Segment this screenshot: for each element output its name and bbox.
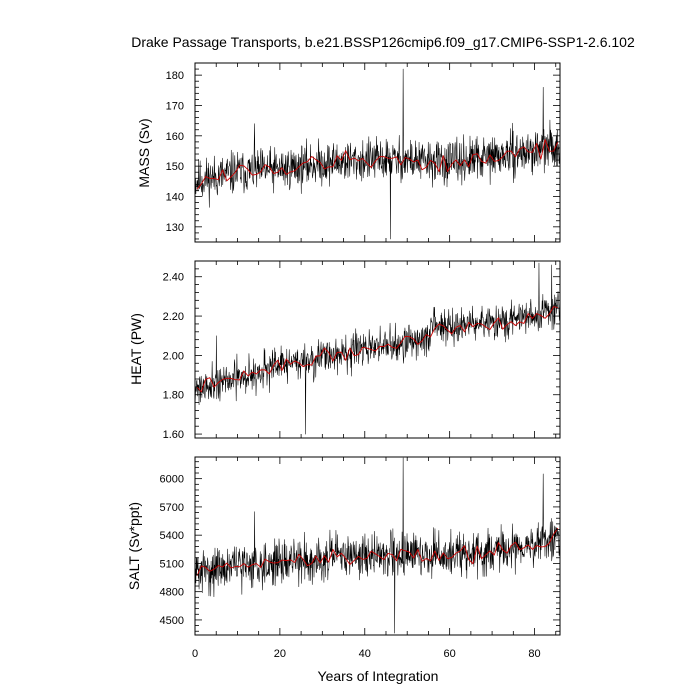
y-tick-label: 1.80 bbox=[163, 390, 184, 402]
mass-smoothed-series bbox=[196, 139, 559, 190]
mass-y-axis-label: MASS (Sv) bbox=[136, 118, 152, 187]
x-tick-label: 80 bbox=[528, 648, 540, 660]
mass-panel: 130 140 150 160 170 180 MASS (Sv) bbox=[136, 62, 561, 243]
smoothed-line bbox=[196, 139, 559, 190]
plot-frame bbox=[194, 260, 561, 439]
x-tick-label: 60 bbox=[444, 648, 456, 660]
smoothed-line bbox=[196, 306, 558, 393]
x-tick-label: 20 bbox=[274, 648, 286, 660]
mass-ticks: 130 140 150 160 170 180 bbox=[166, 62, 560, 242]
monthly-line bbox=[194, 457, 561, 634]
salt-raw-series bbox=[194, 457, 561, 634]
y-tick-label: 2.40 bbox=[163, 272, 184, 284]
salt-frame bbox=[194, 456, 561, 636]
heat-y-axis-label: HEAT (PW) bbox=[128, 313, 144, 385]
y-tick-label: 5100 bbox=[160, 558, 184, 570]
mass-raw-series bbox=[194, 68, 561, 240]
mass-frame bbox=[194, 62, 561, 243]
chart-title: Drake Passage Transports, b.e21.BSSP126c… bbox=[131, 34, 635, 50]
plot-frame bbox=[194, 456, 561, 636]
y-tick-label: 140 bbox=[166, 191, 184, 203]
y-tick-label: 2.00 bbox=[163, 350, 184, 362]
y-tick-label: 6000 bbox=[160, 474, 184, 486]
salt-panel: 4500 4800 5100 5400 5700 6000 0 20 40 60 80 SALT (… bbox=[126, 456, 561, 660]
y-tick-label: 5700 bbox=[160, 502, 184, 514]
y-tick-label: 1.60 bbox=[163, 429, 184, 441]
heat-frame bbox=[194, 260, 561, 439]
y-tick-label: 160 bbox=[166, 131, 184, 143]
heat-ticks: 1.60 1.80 2.00 2.20 2.40 bbox=[163, 260, 560, 441]
x-axis-label: Years of Integration bbox=[318, 668, 439, 684]
y-tick-label: 5400 bbox=[160, 530, 184, 542]
x-tick-label: 0 bbox=[192, 648, 198, 660]
salt-y-axis-label: SALT (Sv*ppt) bbox=[126, 502, 142, 590]
heat-smoothed-series bbox=[196, 306, 558, 393]
heat-raw-series bbox=[194, 262, 561, 435]
y-tick-label: 130 bbox=[166, 222, 184, 234]
salt-ticks: 4500 4800 5100 5400 5700 6000 0 20 40 60 80 bbox=[160, 457, 560, 660]
smoothed-line bbox=[196, 527, 559, 576]
heat-panel: 1.60 1.80 2.00 2.20 2.40 HEAT (PW) bbox=[128, 260, 561, 441]
y-tick-label: 170 bbox=[166, 100, 184, 112]
salt-smoothed-series bbox=[196, 527, 559, 576]
y-tick-label: 2.20 bbox=[163, 311, 184, 323]
plot-frame bbox=[194, 62, 561, 243]
y-tick-label: 4500 bbox=[160, 615, 184, 627]
monthly-line bbox=[194, 262, 561, 435]
x-tick-label: 40 bbox=[359, 648, 371, 660]
y-tick-label: 180 bbox=[166, 70, 184, 82]
y-tick-label: 4800 bbox=[160, 587, 184, 599]
monthly-line bbox=[194, 68, 561, 240]
y-tick-label: 150 bbox=[166, 161, 184, 173]
